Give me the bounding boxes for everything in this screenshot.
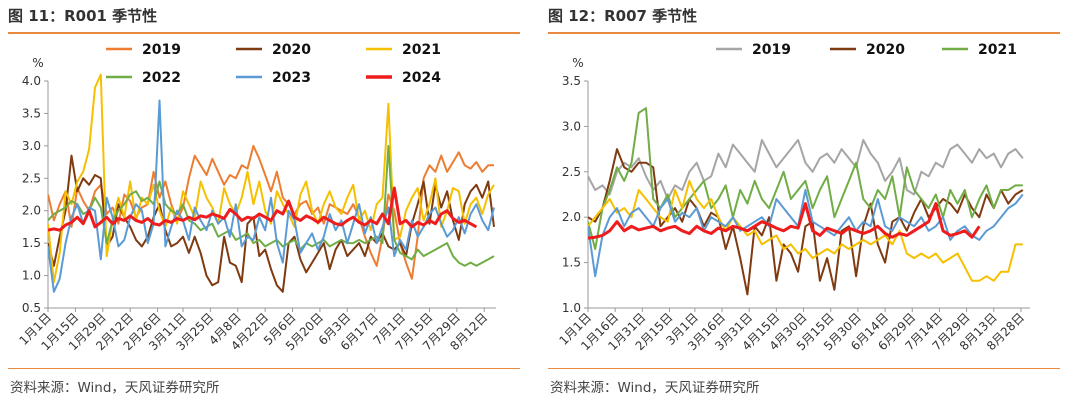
legend-label-2020: 2020 bbox=[272, 42, 311, 58]
figure-title: 图 12：R007 季节性 bbox=[548, 7, 698, 25]
series-line-2022 bbox=[48, 144, 495, 267]
series-line-2019 bbox=[48, 144, 494, 280]
y-tick-label: 1.5 bbox=[562, 256, 581, 270]
y-tick-label: 3.5 bbox=[22, 106, 41, 120]
y-unit-label: % bbox=[32, 56, 43, 70]
y-tick-label: 2.0 bbox=[562, 210, 581, 224]
legend-label-2021: 2021 bbox=[402, 42, 441, 58]
series-group bbox=[48, 73, 495, 293]
y-unit-label: % bbox=[572, 56, 583, 70]
figure-title: 图 11：R001 季节性 bbox=[8, 7, 158, 25]
legend-label-2019: 2019 bbox=[752, 42, 791, 58]
y-tick-label: 3.5 bbox=[562, 74, 581, 88]
legend-label-2024: 2024 bbox=[402, 70, 441, 86]
series-line-2023 bbox=[48, 99, 495, 293]
y-tick-label: 1.0 bbox=[562, 301, 581, 315]
y-tick-label: 3.0 bbox=[562, 119, 581, 133]
y-tick-label: 2.0 bbox=[22, 204, 41, 218]
y-tick-label: 3.0 bbox=[22, 139, 41, 153]
legend-label-2023: 2023 bbox=[272, 70, 311, 86]
legend-label-2022: 2022 bbox=[142, 70, 181, 86]
series-line-2019 bbox=[588, 139, 1024, 200]
footer-divider bbox=[8, 368, 520, 369]
series-line-2024 bbox=[48, 186, 478, 232]
series-line-2024 bbox=[588, 202, 981, 240]
y-tick-label: 4.0 bbox=[22, 74, 41, 88]
footer-divider bbox=[548, 368, 1060, 369]
y-tick-label: 2.5 bbox=[562, 165, 581, 179]
r007-chart: %1.01.52.02.53.03.51月1日1月16日1月31日2月15日3月… bbox=[556, 42, 1030, 353]
title-divider bbox=[8, 32, 520, 34]
y-tick-label: 0.5 bbox=[22, 301, 41, 315]
legend-label-2020: 2020 bbox=[866, 42, 905, 58]
title-divider bbox=[548, 32, 1060, 34]
r001-figure: 图 11：R001 季节性 % 0.5 1.0 1.5 2.0 2.5 3.0 3.5 4.0 1… bbox=[8, 0, 528, 401]
series-line-2022 bbox=[588, 179, 1023, 282]
source-note: 资料来源：Wind，天风证券研究所 bbox=[550, 380, 760, 396]
series-group bbox=[588, 107, 1024, 296]
series-line-2023 bbox=[588, 189, 1024, 278]
y-tick-label: 1.5 bbox=[22, 236, 41, 250]
r001-chart: %0.51.01.52.02.53.03.54.01月1日1月15日1月29日2… bbox=[16, 42, 496, 353]
source-note: 资料来源：Wind，天风证券研究所 bbox=[10, 380, 220, 396]
legend-label-2019: 2019 bbox=[142, 42, 181, 58]
legend-label-2021: 2021 bbox=[978, 42, 1017, 58]
y-tick-label: 1.0 bbox=[22, 269, 41, 283]
r007-figure: 图 12：R007 季节性 % 1.0 1.5 2.0 2.5 3.0 3.5 1月1日 1月1… bbox=[548, 0, 1068, 401]
series-line-2020 bbox=[588, 148, 1024, 296]
series-line-2021 bbox=[48, 73, 495, 284]
y-tick-label: 2.5 bbox=[22, 171, 41, 185]
